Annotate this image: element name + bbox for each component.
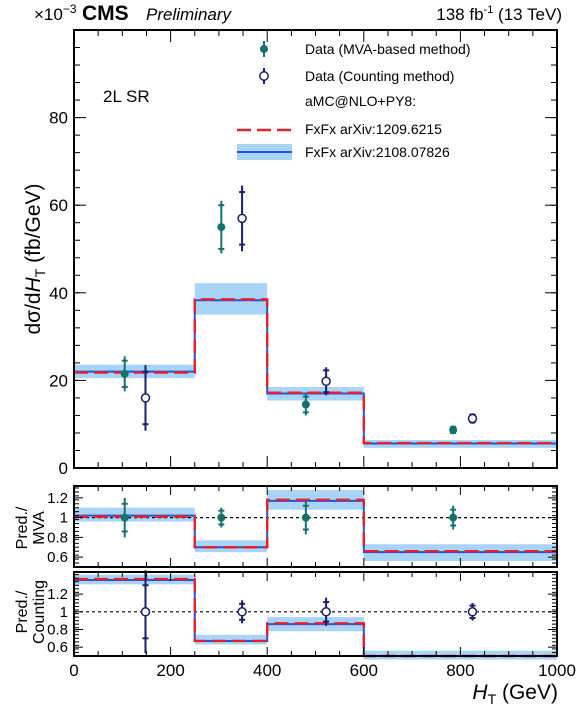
ratio2-y-axis-title: Pred./Counting — [14, 580, 48, 644]
data-point-counting — [321, 376, 331, 387]
y-tick-label: 1 — [60, 604, 68, 621]
data-point-mva — [120, 513, 129, 522]
data-point-mva — [301, 400, 310, 409]
data-point-counting — [140, 607, 151, 617]
fxfx-2012-step — [74, 498, 557, 553]
legend-fxfx-2021-label: FxFx arXiv:2108.07826 — [305, 144, 450, 160]
legend-fxfx-2012-label: FxFx arXiv:1209.6215 — [305, 121, 442, 137]
x-tick-label: 200 — [156, 661, 184, 680]
fxfx-2012-step — [74, 298, 557, 445]
preliminary-label: Preliminary — [146, 5, 233, 24]
y-tick-label: 0.6 — [47, 549, 68, 566]
legend-counting-marker — [259, 71, 269, 81]
x-tick-label: 0 — [69, 661, 78, 680]
y-tick-label: 1.2 — [47, 490, 68, 507]
legend-mva-marker — [260, 45, 268, 53]
data-point-counting — [237, 607, 247, 617]
x-tick-label: 600 — [350, 661, 378, 680]
exponent-label: ×10−3 — [34, 2, 77, 24]
x-axis-title: HT (GeV) — [472, 681, 558, 707]
legend-entry-fxfx-2012: FxFx arXiv:1209.6215 — [237, 121, 442, 137]
y-tick-label: 20 — [49, 371, 68, 390]
x-tick-label: 800 — [446, 661, 474, 680]
main-y-axis-title: dσ/dHT (fb/GeV) — [22, 183, 48, 334]
legend-entry-data-mva: Data (MVA-based method) — [260, 41, 470, 57]
data-point-mva — [120, 369, 129, 378]
y-tick-label: 60 — [49, 196, 68, 215]
y-tick-label: 80 — [49, 109, 68, 128]
data-point-counting — [467, 413, 478, 424]
panel-ratio_counting: 0.60.811.2 — [47, 570, 558, 660]
data-point-mva — [217, 223, 226, 232]
legend-entry-fxfx-2021: FxFx arXiv:2108.07826 — [237, 144, 450, 160]
y-tick-label: 1 — [60, 510, 68, 527]
data-point-counting — [140, 393, 151, 403]
legend-generator-label: aMC@NLO+PY8: — [305, 93, 416, 109]
y-tick-label: 0.6 — [47, 639, 68, 656]
y-tick-label: 0.8 — [47, 529, 68, 546]
y-tick-label: 40 — [49, 284, 68, 303]
data-point-mva — [449, 425, 458, 434]
data-point-counting — [467, 607, 478, 617]
lumi-label: 138 fb-1 (13 TeV) — [436, 4, 562, 24]
y-tick-label: 0.8 — [47, 621, 68, 638]
uncertainty-band-bin — [194, 634, 268, 645]
x-tick-label: 1000 — [538, 661, 576, 680]
data-point-mva — [301, 513, 310, 522]
panel-ratio_mva: 0.6 0.8 1 1.2 — [47, 485, 558, 568]
cms-label: CMS — [82, 2, 129, 25]
data-point-counting — [321, 607, 331, 617]
fxfx-2012-step — [74, 577, 557, 658]
data-point-counting — [237, 213, 247, 224]
y-tick-label: 1.2 — [47, 586, 68, 603]
legend: Data (MVA-based method) Data (Counting m… — [237, 41, 470, 160]
legend-entry-data-counting: Data (Counting method) — [259, 68, 454, 84]
panel-main: 0 20 40 60 80 — [49, 29, 558, 478]
legend-mva-label: Data (MVA-based method) — [305, 41, 470, 57]
x-tick-label: 400 — [253, 661, 281, 680]
ratio1-y-axis-title: Pred./MVA — [14, 506, 48, 549]
region-label: 2L SR — [103, 87, 150, 106]
legend-counting-label: Data (Counting method) — [305, 68, 454, 84]
data-point-mva — [449, 513, 458, 522]
y-tick-label: 0 — [59, 459, 68, 478]
data-point-mva — [217, 513, 226, 522]
